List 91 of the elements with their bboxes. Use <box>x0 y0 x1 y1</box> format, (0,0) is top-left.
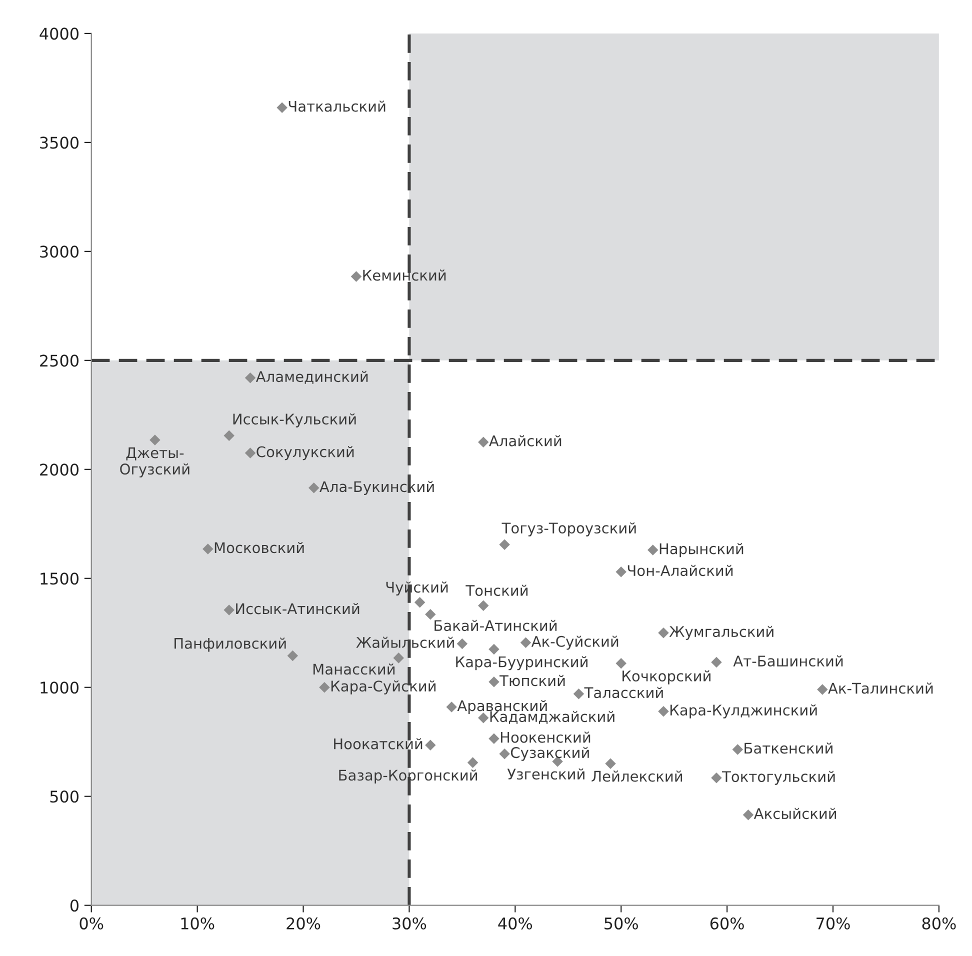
x-tick-label: 80% <box>922 917 956 930</box>
annotation: Чон-Алайский <box>628 564 733 576</box>
annotation: Кеминский <box>363 270 446 281</box>
x-tick-label: 70% <box>816 917 850 930</box>
annotation: Иссык-Кульский <box>233 413 356 428</box>
annotation: Ноокатский <box>334 738 422 750</box>
annotation: Кочкорский <box>622 670 710 684</box>
point <box>414 596 426 608</box>
y-tick-label: 0 <box>70 900 78 912</box>
x-tick-label: 20% <box>286 917 320 930</box>
point <box>467 757 478 768</box>
point <box>224 604 234 616</box>
point <box>425 740 436 751</box>
point <box>150 434 160 446</box>
point <box>616 658 626 669</box>
annotation: Кара-Кулджинский <box>670 704 817 718</box>
annotation: Ноокенский <box>500 732 590 743</box>
point <box>742 809 754 820</box>
point <box>478 436 489 448</box>
point <box>446 702 457 712</box>
annotation: Сузакский <box>510 746 589 761</box>
annotation: Кара-Суйский <box>331 680 436 694</box>
annotation: Алайский <box>489 435 562 446</box>
point <box>224 430 234 441</box>
y-tick-label: 1000 <box>40 682 78 694</box>
annotation: Аламединский <box>256 370 368 384</box>
annotation: Панфиловский <box>174 638 286 652</box>
annotation: Манасский <box>313 663 395 675</box>
point <box>711 772 722 784</box>
annotation: Базар-Коргонский <box>339 769 478 784</box>
point <box>605 758 616 770</box>
point <box>425 608 436 620</box>
annotation: Чаткальский <box>288 100 386 112</box>
x-tick-label: 60% <box>710 917 744 930</box>
point <box>817 684 828 695</box>
point <box>319 682 330 693</box>
annotation: Иссык-Атинский <box>236 602 360 614</box>
y-tick-label: 2000 <box>40 464 78 476</box>
point <box>202 544 214 554</box>
annotation: Сокулукский <box>256 446 354 460</box>
point <box>276 102 288 113</box>
point <box>573 688 584 700</box>
x-tick-label: 30% <box>392 917 426 930</box>
point <box>520 637 532 648</box>
annotation: Тонский <box>466 584 528 596</box>
annotation: Таласский <box>584 686 663 698</box>
point <box>456 638 468 650</box>
annotation: Аксыйский <box>754 808 836 820</box>
point <box>393 652 404 664</box>
point <box>244 448 256 458</box>
point <box>499 539 510 550</box>
point <box>488 644 500 655</box>
y-tick-label: 4000 <box>40 28 78 40</box>
point <box>488 676 500 688</box>
point <box>287 650 298 662</box>
point <box>499 748 510 760</box>
point <box>478 600 489 612</box>
annotation: Кара-Бууринский <box>456 656 588 670</box>
annotation: Бакай-Атинский <box>434 620 557 632</box>
annotation: Нарынский <box>660 543 744 558</box>
annotation: Жумгальский <box>669 626 774 640</box>
annotation: Баткенский <box>744 742 832 754</box>
annotation: Тогуз-Тороузский <box>502 522 636 536</box>
annotation: Ак-Суйский <box>531 636 618 650</box>
point <box>350 271 362 282</box>
point <box>648 544 658 556</box>
annotation: Лейлекский <box>592 770 682 782</box>
x-tick-label: 50% <box>604 917 638 930</box>
point <box>658 627 669 638</box>
point <box>732 744 744 755</box>
y-tick-label: 3000 <box>40 246 78 258</box>
y-tick-label: 1500 <box>40 572 78 585</box>
y-tick-label: 3500 <box>40 136 78 149</box>
annotation: Ак-Талинский <box>828 682 933 694</box>
point <box>711 656 722 668</box>
x-tick-label: 0% <box>80 917 104 930</box>
annotation: Джеты- Огузский <box>120 447 190 478</box>
x-tick-label: 40% <box>498 917 532 930</box>
point <box>488 733 500 744</box>
x-tick-label: 10% <box>181 917 214 930</box>
annotation: Московский <box>214 542 304 554</box>
point <box>616 566 626 578</box>
y-tick-label: 500 <box>50 790 78 803</box>
point <box>244 372 256 384</box>
y-tick-label: 2500 <box>40 354 78 367</box>
annotation: Тюпский <box>499 674 565 686</box>
point <box>658 706 669 717</box>
annotation: Ат-Башинский <box>733 655 843 667</box>
annotation: Узгенский <box>507 768 584 780</box>
annotation: Токтогульский <box>722 770 835 785</box>
point <box>308 482 320 494</box>
